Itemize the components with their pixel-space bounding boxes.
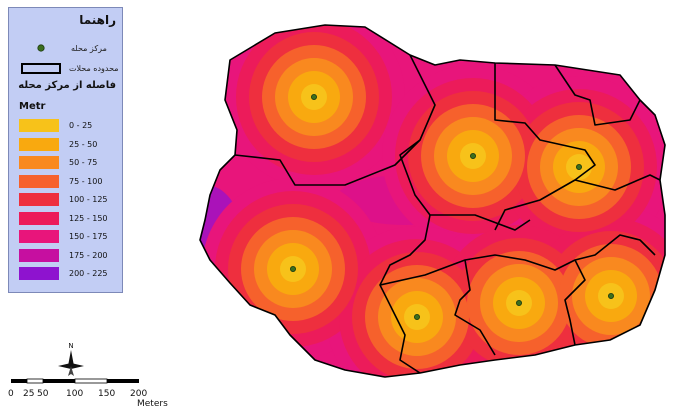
scale-tick-50: 50 [37, 389, 49, 399]
north-label: N [68, 342, 73, 350]
neighborhood-centers [290, 94, 614, 320]
north-arrow-head [68, 350, 74, 366]
legend-swatch [19, 193, 59, 206]
boundary-south-north-edge [379, 234, 656, 286]
south-pointer [68, 366, 74, 376]
legend-swatch [19, 119, 59, 132]
scale-tick-200: 200 [130, 389, 148, 399]
scale-bar: 0 25 50 100 150 200 Meters [0, 375, 200, 409]
legend-class-label: 125 - 150 [69, 213, 108, 223]
legend-swatch [19, 248, 59, 262]
neighborhood-boundaries [199, 24, 666, 378]
legend-boundary-label: محدوده محلات [69, 64, 119, 73]
scale-tick-150: 150 [98, 389, 116, 399]
legend-class-label: 0 - 25 [69, 121, 93, 130]
legend-swatch [19, 230, 59, 243]
boundary-symbol [21, 63, 61, 74]
legend-class-label: 75 - 100 [69, 176, 103, 186]
legend-class-label: 175 - 200 [69, 250, 108, 260]
boundary-northwest [234, 54, 436, 186]
neighborhood-center-point [607, 292, 614, 299]
neighborhood-center-point [311, 94, 318, 101]
legend-class-label: 50 - 75 [69, 158, 98, 167]
outer-boundary [199, 24, 666, 378]
scale-bar-graphic [11, 378, 139, 384]
legend-swatch [19, 156, 59, 169]
neighborhood-center-point [515, 299, 522, 306]
boundary-south-east [564, 259, 586, 346]
boundary-center [494, 63, 596, 231]
legend-class-label: 150 - 175 [69, 232, 108, 241]
scale-tick-0: 0 [8, 389, 14, 399]
map-legend: راهنما مرکز محله محدوده محلات فاصله از م… [8, 7, 123, 293]
neighborhood-center-point [413, 313, 420, 320]
neighborhood-center-point [469, 152, 476, 159]
scale-tick-25: 25 [23, 389, 35, 399]
scale-tick-100: 100 [66, 389, 84, 399]
north-arrow: N [58, 342, 84, 376]
legend-class-label: 100 - 125 [69, 195, 108, 204]
legend-swatch [19, 267, 59, 280]
legend-swatch [19, 137, 59, 151]
legend-class-label: 25 - 50 [69, 139, 98, 149]
boundary-south-middle [454, 259, 496, 356]
boundary-northeast [554, 64, 641, 126]
neighborhood-center-point [290, 265, 297, 272]
legend-center-label: مرکز محله [71, 44, 107, 53]
boundary-east [574, 174, 661, 191]
legend-unit: Metr [19, 101, 46, 112]
center-point-symbol [37, 44, 45, 52]
legend-swatch [19, 211, 59, 225]
legend-title: راهنما [79, 13, 116, 27]
legend-swatch [19, 174, 59, 188]
legend-class-label: 200 - 225 [69, 269, 108, 278]
scale-unit: Meters [137, 399, 168, 409]
neighborhood-center-point [575, 163, 582, 170]
legend-distance-title: فاصله از مرکز محله [18, 80, 116, 91]
distance-map [199, 24, 666, 378]
